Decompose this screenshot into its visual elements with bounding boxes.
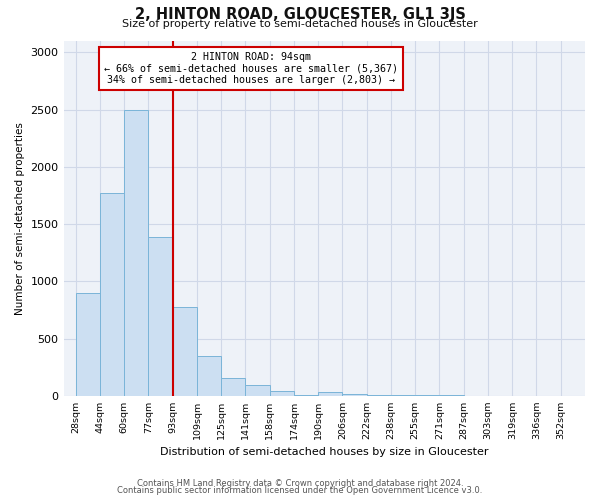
Bar	[367, 394, 391, 396]
Bar	[221, 378, 245, 396]
Bar	[197, 356, 221, 396]
Text: Contains HM Land Registry data © Crown copyright and database right 2024.: Contains HM Land Registry data © Crown c…	[137, 478, 463, 488]
Bar	[269, 390, 294, 396]
Bar	[318, 392, 343, 396]
Bar	[100, 192, 124, 396]
Bar	[343, 394, 367, 396]
Bar	[148, 236, 173, 396]
Bar	[245, 385, 269, 396]
Bar	[76, 293, 100, 396]
Bar	[173, 306, 197, 396]
X-axis label: Distribution of semi-detached houses by size in Gloucester: Distribution of semi-detached houses by …	[160, 448, 488, 458]
Bar	[415, 395, 439, 396]
Bar	[294, 395, 318, 396]
Bar	[124, 110, 148, 396]
Text: 2 HINTON ROAD: 94sqm
← 66% of semi-detached houses are smaller (5,367)
34% of se: 2 HINTON ROAD: 94sqm ← 66% of semi-detac…	[104, 52, 398, 85]
Bar	[391, 395, 415, 396]
Y-axis label: Number of semi-detached properties: Number of semi-detached properties	[15, 122, 25, 315]
Text: Contains public sector information licensed under the Open Government Licence v3: Contains public sector information licen…	[118, 486, 482, 495]
Text: Size of property relative to semi-detached houses in Gloucester: Size of property relative to semi-detach…	[122, 19, 478, 29]
Text: 2, HINTON ROAD, GLOUCESTER, GL1 3JS: 2, HINTON ROAD, GLOUCESTER, GL1 3JS	[134, 8, 466, 22]
